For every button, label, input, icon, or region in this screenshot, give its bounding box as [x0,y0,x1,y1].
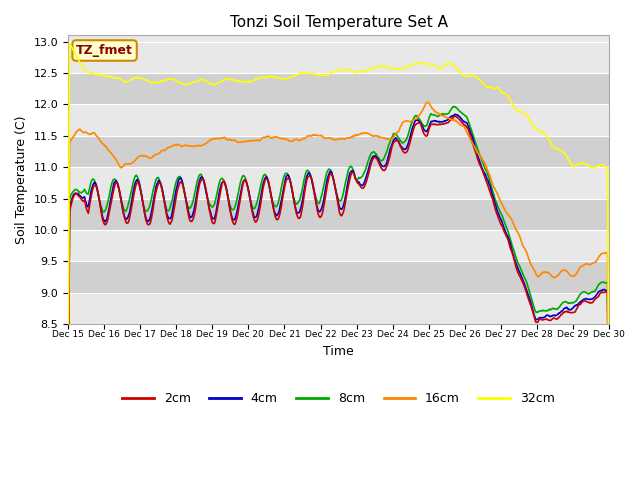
Text: TZ_fmet: TZ_fmet [76,44,133,57]
Bar [68,230,609,262]
Legend: 2cm, 4cm, 8cm, 16cm, 32cm: 2cm, 4cm, 8cm, 16cm, 32cm [118,387,559,410]
Bar [68,105,609,136]
Bar [68,293,609,324]
Title: Tonzi Soil Temperature Set A: Tonzi Soil Temperature Set A [230,15,447,30]
Y-axis label: Soil Temperature (C): Soil Temperature (C) [15,116,28,244]
Bar [68,42,609,73]
Bar [68,199,609,230]
X-axis label: Time: Time [323,345,354,358]
Bar [68,73,609,105]
Bar [68,136,609,167]
Bar [68,167,609,199]
Bar [68,262,609,293]
